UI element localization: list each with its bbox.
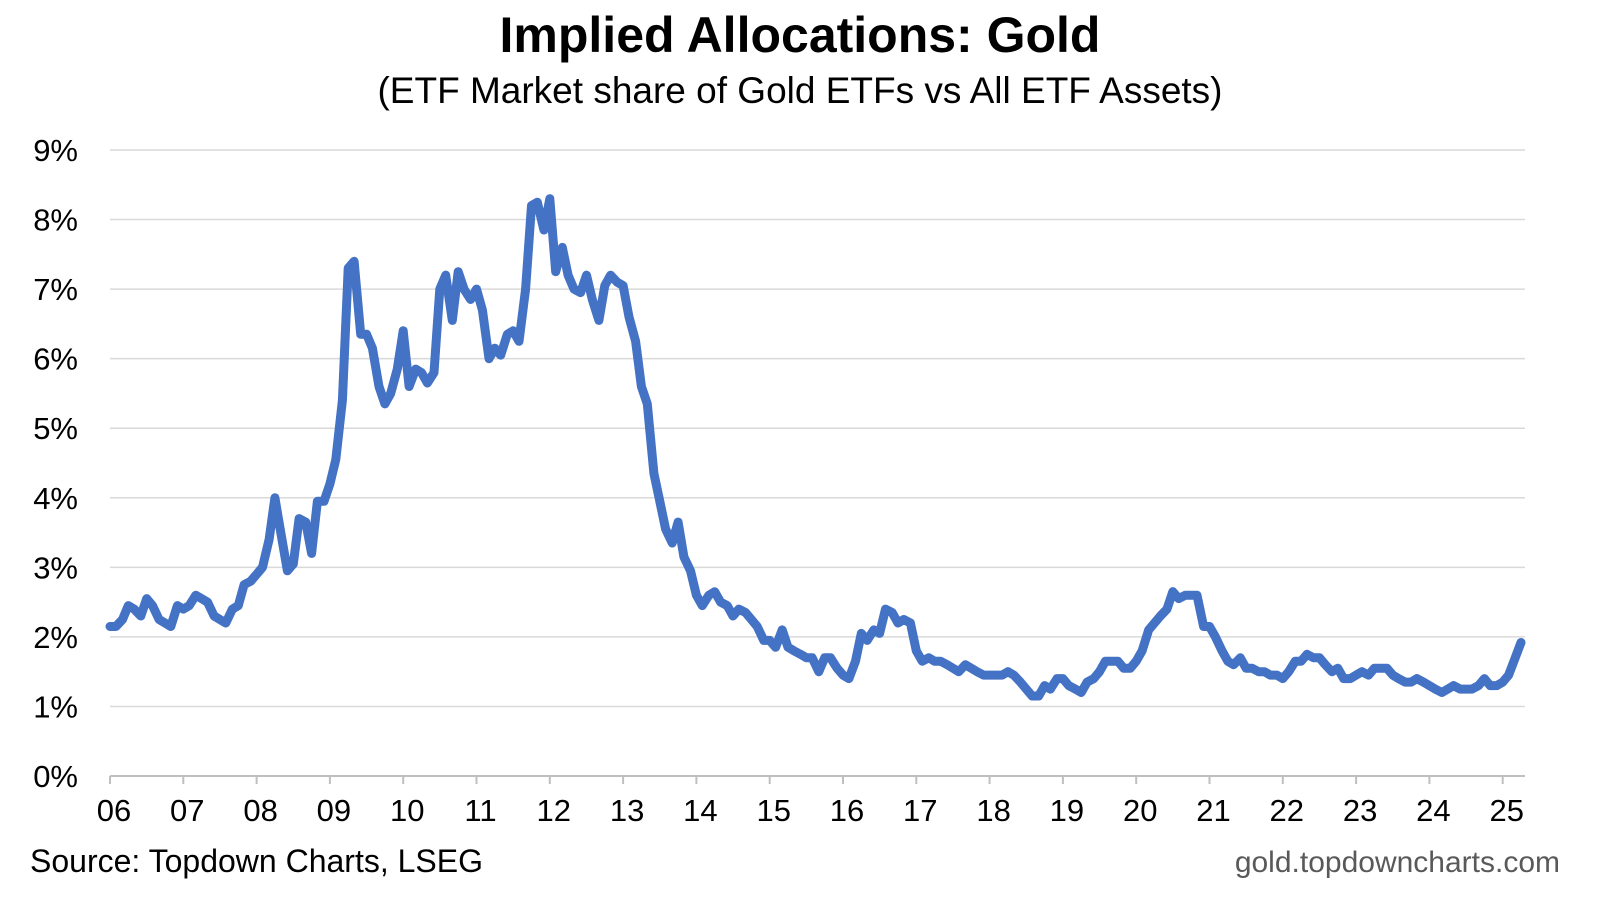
y-tick-label: 5% <box>33 411 78 446</box>
y-tick-label: 3% <box>33 550 78 585</box>
x-tick-label: 20 <box>1123 793 1157 828</box>
y-tick-label: 0% <box>33 759 78 794</box>
y-tick-label: 9% <box>33 133 78 168</box>
x-tick-label: 16 <box>830 793 864 828</box>
x-tick-label: 10 <box>390 793 424 828</box>
x-tick-label: 11 <box>464 793 496 828</box>
source-note: Source: Topdown Charts, LSEG <box>30 843 483 879</box>
website-note: gold.topdowncharts.com <box>1234 846 1560 879</box>
y-tick-labels: 0% 1% 2% 3% 4% 5% 6% 7% 8% 9% <box>33 133 78 794</box>
chart-subtitle: (ETF Market share of Gold ETFs vs All ET… <box>377 70 1223 111</box>
x-tick-label: 23 <box>1343 793 1377 828</box>
y-tick-label: 7% <box>33 272 78 307</box>
x-tick-label: 12 <box>537 793 571 828</box>
x-tick-label: 13 <box>610 793 644 828</box>
y-tick-label: 2% <box>33 620 78 655</box>
x-tick-label: 21 <box>1196 793 1230 828</box>
grid-lines <box>110 149 1525 777</box>
x-tick-label: 15 <box>756 793 790 828</box>
x-tick-label: 09 <box>317 793 351 828</box>
x-tick-label: 25 <box>1489 793 1523 828</box>
series-line <box>105 194 1526 701</box>
y-tick-label: 8% <box>33 203 78 238</box>
x-tick-label: 06 <box>97 793 131 828</box>
x-tick-label: 24 <box>1416 793 1450 828</box>
x-tick-label: 08 <box>243 793 277 828</box>
y-tick-label: 6% <box>33 342 78 377</box>
x-tick-label: 22 <box>1270 793 1304 828</box>
x-tick-label: 14 <box>683 793 717 828</box>
series-layer <box>105 194 1526 701</box>
x-tick-label: 18 <box>976 793 1010 828</box>
x-tick-label: 17 <box>903 793 937 828</box>
x-tick-label: 19 <box>1050 793 1084 828</box>
x-tick-labels: 06 07 08 09 10 11 12 13 14 15 16 17 18 19 20 21 22 23 24 25 <box>97 776 1524 828</box>
y-tick-label: 4% <box>33 481 78 516</box>
x-tick-label: 07 <box>170 793 204 828</box>
y-tick-label: 1% <box>33 689 78 724</box>
chart-title: Implied Allocations: Gold <box>499 7 1101 63</box>
